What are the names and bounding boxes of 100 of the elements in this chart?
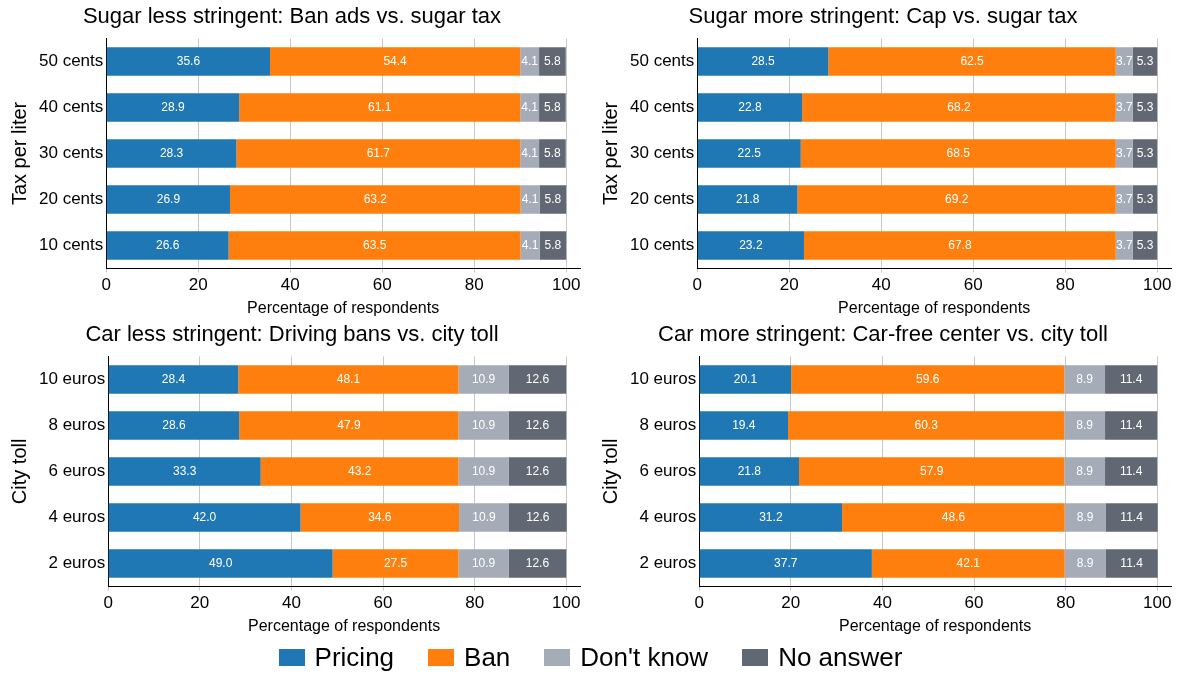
y-tick-label: 40 cents (39, 97, 104, 117)
data-label: 3.7 (1115, 191, 1133, 206)
bar (106, 93, 240, 122)
y-axis-title: City toll (7, 438, 30, 505)
bar (1064, 457, 1106, 486)
data-label: 27.5 (383, 555, 408, 570)
y-tick-label: 10 euros (38, 369, 106, 389)
bar (108, 503, 301, 532)
data-label: 11.4 (1119, 417, 1143, 432)
data-label: 5.3 (1136, 191, 1154, 206)
bar (539, 47, 566, 76)
x-tick-label: 80 (1056, 593, 1076, 613)
data-label: 4.1 (521, 99, 539, 114)
bar (788, 411, 1065, 440)
bar (699, 503, 843, 532)
data-label: 26.9 (156, 191, 181, 206)
data-label: 11.4 (1120, 555, 1144, 570)
data-label: 3.7 (1115, 53, 1133, 68)
data-label: 5.8 (544, 99, 562, 114)
data-label: 5.8 (544, 145, 562, 160)
legend-label: Ban (464, 642, 511, 673)
bar (332, 549, 459, 578)
data-label: 5.3 (1136, 53, 1154, 68)
data-label: 63.2 (363, 191, 388, 206)
data-label: 12.6 (525, 417, 550, 432)
data-label: 59.6 (916, 371, 940, 386)
bar (791, 365, 1065, 394)
y-axis-title: Tax per liter (7, 101, 30, 206)
x-tick-label: 100 (1143, 275, 1172, 295)
data-label: 68.2 (947, 99, 971, 114)
bar (520, 231, 540, 260)
bar (270, 47, 521, 76)
data-label: 22.8 (738, 99, 762, 114)
legend-label: Pricing (314, 642, 395, 673)
x-axis-title: Percentage of respondents (248, 616, 441, 634)
data-label: 68.5 (946, 145, 971, 160)
bar (106, 139, 237, 168)
x-tick-label: 40 (872, 593, 892, 613)
data-label: 8.9 (1076, 463, 1094, 478)
data-label: 60.3 (914, 417, 939, 432)
bar (520, 47, 540, 76)
data-label: 62.5 (960, 53, 985, 68)
x-tick-label: 100 (1143, 593, 1172, 613)
data-label: 3.7 (1115, 99, 1133, 114)
data-label: 5.3 (1136, 99, 1154, 114)
y-tick-label: 4 euros (639, 507, 697, 527)
bar (539, 93, 566, 122)
data-label: 4.1 (521, 53, 539, 68)
data-label: 42.1 (956, 555, 981, 570)
chart-title: Car less stringent: Driving bans vs. city toll (85, 321, 499, 347)
x-axis-title: Percentage of respondents (247, 298, 440, 316)
data-label: 11.4 (1119, 463, 1143, 478)
bar (239, 93, 521, 122)
data-label: 61.7 (366, 145, 391, 160)
data-label: 21.8 (735, 191, 760, 206)
chart-title: Sugar less stringent: Ban ads vs. sugar tax (82, 3, 502, 29)
x-tick-label: 100 (552, 275, 581, 295)
data-label: 35.6 (176, 53, 201, 68)
data-label: 28.3 (159, 145, 184, 160)
data-label: 5.3 (1136, 237, 1154, 252)
data-label: 10.9 (471, 417, 496, 432)
data-label: 69.2 (944, 191, 969, 206)
bar (539, 139, 566, 168)
bar (108, 365, 239, 394)
bar (106, 185, 230, 214)
data-label: 34.6 (368, 509, 392, 524)
y-tick-label: 50 cents (630, 51, 695, 71)
bar (508, 457, 567, 486)
chart-title: Car more stringent: Car-free center vs. city toll (658, 321, 1108, 347)
chart-title: Sugar more stringent: Cap vs. sugar tax (688, 3, 1078, 29)
x-tick-label: 60 (963, 275, 983, 295)
x-tick-label: 0 (692, 275, 702, 295)
x-tick-label: 80 (1055, 275, 1075, 295)
y-tick-label: 4 euros (48, 507, 106, 527)
y-tick-label: 30 cents (39, 143, 104, 163)
bar (800, 139, 1116, 168)
data-label: 10.9 (472, 509, 497, 524)
data-label: 4.1 (521, 191, 539, 206)
bar (1105, 411, 1158, 440)
y-tick-label: 30 cents (630, 143, 695, 163)
y-tick-label: 40 cents (630, 97, 695, 117)
bar (300, 503, 460, 532)
bar (871, 549, 1065, 578)
y-axis-title: City toll (598, 438, 621, 505)
y-tick-label: 10 cents (39, 235, 104, 255)
x-tick-label: 40 (280, 275, 300, 295)
data-label: 10.9 (471, 371, 496, 386)
data-label: 63.5 (362, 237, 387, 252)
bar (108, 457, 261, 486)
x-tick-label: 60 (373, 593, 393, 613)
bar (520, 93, 540, 122)
bar (803, 231, 1116, 260)
y-tick-label: 20 cents (39, 189, 104, 209)
bar (239, 411, 459, 440)
data-label: 5.8 (544, 191, 562, 206)
bar (508, 411, 567, 440)
bar (458, 457, 509, 486)
x-tick-label: 20 (779, 275, 799, 295)
bar (1105, 503, 1158, 532)
y-tick-label: 20 cents (630, 189, 695, 209)
